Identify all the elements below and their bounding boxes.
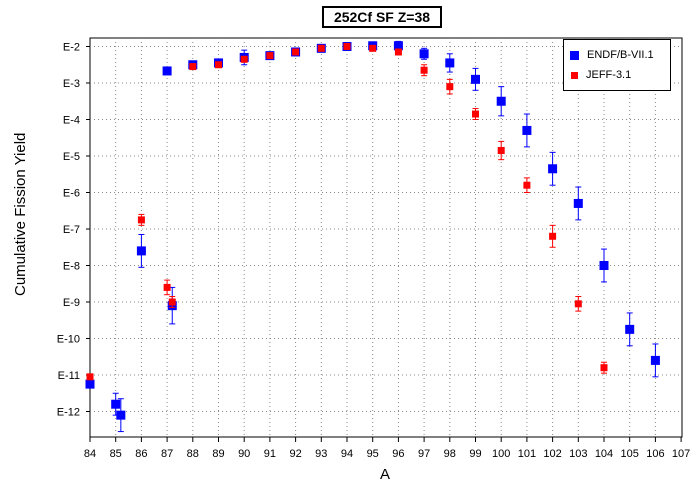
legend-swatch-jeff	[571, 71, 578, 79]
x-tick-label: 97	[418, 448, 430, 460]
data-point-jeff	[472, 110, 479, 118]
y-axis-label: Cumulative Fission Yield	[12, 132, 29, 296]
y-tick-label: E-9	[63, 297, 80, 309]
data-point-endf	[162, 66, 172, 76]
x-tick-label: 102	[543, 448, 561, 460]
y-tick-label: E-6	[63, 188, 80, 200]
legend-label-jeff: JEFF-3.1	[586, 69, 632, 81]
x-tick-label: 95	[367, 448, 379, 460]
x-tick-label: 86	[135, 448, 147, 460]
data-point-jeff	[86, 373, 94, 381]
data-point-jeff	[394, 48, 402, 56]
y-tick-label: E-12	[57, 407, 80, 419]
data-point-jeff	[369, 44, 377, 52]
x-tick-label: 104	[595, 448, 613, 460]
data-marks	[85, 40, 660, 433]
data-point-jeff	[189, 63, 197, 71]
data-point-endf	[522, 125, 532, 135]
x-tick-label: 96	[392, 448, 404, 460]
y-tick-label: E-2	[63, 42, 80, 54]
legend-item-jeff: JEFF-3.1	[570, 68, 631, 82]
y-tick-label: E-8	[63, 261, 80, 273]
plot-frame	[89, 37, 683, 438]
data-point-endf	[393, 41, 403, 51]
y-tick-label: E-11	[58, 370, 80, 382]
y-tick-label: E-7	[63, 224, 80, 236]
x-tick-label: 92	[289, 448, 301, 460]
data-point-jeff	[168, 298, 176, 306]
x-tick-label: 90	[238, 448, 250, 460]
x-tick-label: 89	[212, 448, 224, 460]
y-tick-label: E-4	[63, 115, 80, 127]
data-point-jeff	[600, 364, 608, 372]
legend: ENDF/B-VII.1 JEFF-3.1	[563, 39, 671, 91]
x-tick-label: 85	[110, 448, 122, 460]
data-point-endf	[496, 96, 506, 106]
legend-label-endf: ENDF/B-VII.1	[587, 49, 654, 61]
x-tick-label: 103	[569, 448, 587, 460]
tick-marks: 84 85 86 87 88 89 90 91 92 93 94 95 96 97 98 99 100 101 10…	[57, 42, 691, 461]
data-point-endf	[573, 198, 583, 208]
x-tick-label: 107	[672, 448, 690, 460]
data-point-jeff	[163, 283, 171, 291]
data-point-endf	[471, 74, 480, 84]
y-tick-label: E-10	[57, 334, 80, 346]
data-point-endf	[548, 164, 558, 174]
data-point-jeff	[497, 147, 505, 155]
data-point-jeff	[317, 44, 325, 52]
data-point-jeff	[574, 300, 582, 308]
data-point-jeff	[240, 55, 248, 63]
x-tick-label: 91	[264, 448, 276, 460]
legend-swatch-endf	[570, 50, 579, 60]
data-point-endf	[85, 379, 95, 389]
x-tick-label: 93	[315, 448, 327, 460]
y-tick-label: E-3	[63, 78, 80, 90]
data-point-jeff	[137, 216, 145, 224]
x-tick-label: 106	[646, 448, 664, 460]
data-point-endf	[445, 58, 455, 68]
data-point-endf	[136, 246, 146, 256]
chart-title: 252Cf SF Z=38	[322, 6, 442, 28]
x-tick-label: 88	[187, 448, 199, 460]
data-point-jeff	[215, 61, 222, 69]
grid	[90, 38, 682, 437]
legend-item-endf: ENDF/B-VII.1	[570, 48, 654, 62]
x-tick-label: 84	[84, 448, 96, 460]
data-point-endf	[116, 410, 126, 420]
x-tick-label: 105	[621, 448, 639, 460]
x-tick-label: 100	[492, 448, 510, 460]
data-point-jeff	[292, 48, 300, 56]
x-tick-label: 94	[341, 448, 353, 460]
data-point-endf	[419, 49, 429, 59]
data-point-jeff	[266, 52, 274, 60]
data-point-endf	[111, 399, 121, 409]
x-axis-label: A	[379, 466, 390, 483]
data-point-jeff	[420, 66, 428, 74]
x-tick-label: 101	[518, 448, 536, 460]
data-point-jeff	[523, 181, 531, 189]
data-point-endf	[650, 355, 660, 365]
data-point-jeff	[549, 232, 557, 240]
x-tick-label: 87	[161, 448, 173, 460]
data-point-endf	[625, 324, 635, 334]
x-tick-label: 99	[469, 448, 481, 460]
x-tick-label: 98	[444, 448, 456, 460]
data-point-endf	[599, 261, 609, 270]
data-point-jeff	[446, 83, 454, 91]
y-tick-label: E-5	[63, 151, 80, 163]
data-point-jeff	[343, 43, 351, 50]
